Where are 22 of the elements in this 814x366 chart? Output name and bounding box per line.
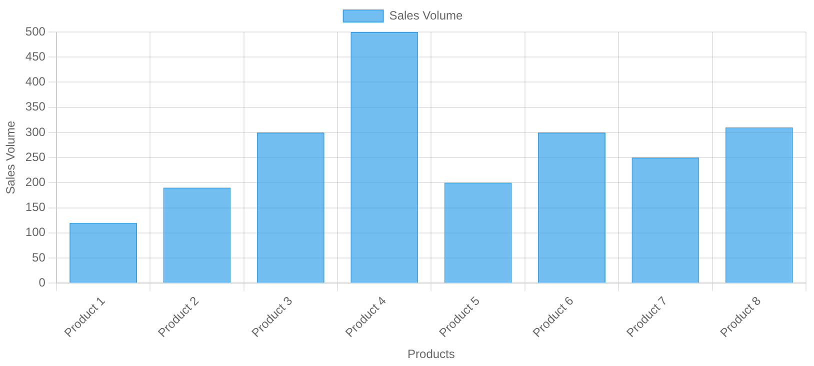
y-tick-label: 500 — [25, 24, 46, 38]
bar — [350, 32, 418, 283]
bar — [725, 127, 793, 283]
bar — [538, 132, 606, 283]
y-tick-label: 150 — [25, 200, 46, 214]
x-axis-title: Products — [408, 347, 455, 362]
y-tick-label: 350 — [25, 100, 46, 114]
y-tick-label: 0 — [38, 275, 46, 290]
bar — [70, 222, 137, 283]
y-tick-label: 250 — [25, 150, 46, 164]
y-tick-label: 300 — [25, 124, 46, 139]
y-tick-label: 100 — [25, 225, 46, 240]
bar — [632, 158, 700, 283]
y-tick-label: 50 — [32, 250, 46, 264]
bar — [256, 132, 324, 283]
legend-label: Sales Volume — [389, 8, 464, 22]
bar — [163, 188, 231, 283]
y-tick-label: 400 — [25, 74, 46, 89]
y-tick-label: 450 — [25, 49, 46, 64]
y-axis-title: Sales Volume — [4, 120, 18, 194]
bar — [444, 182, 512, 283]
y-tick-label: 200 — [25, 174, 46, 189]
